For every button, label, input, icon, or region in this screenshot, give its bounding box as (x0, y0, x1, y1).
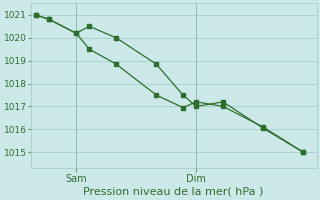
X-axis label: Pression niveau de la mer( hPa ): Pression niveau de la mer( hPa ) (84, 187, 264, 197)
